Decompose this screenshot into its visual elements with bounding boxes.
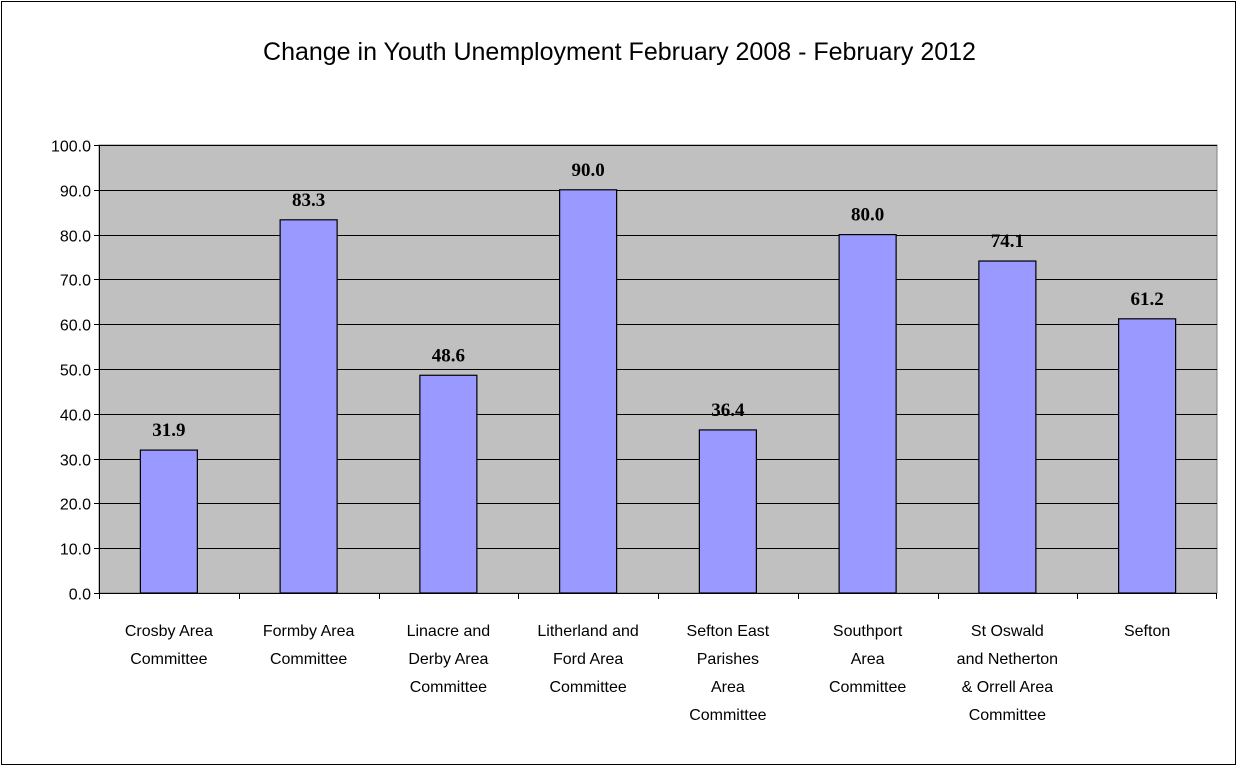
y-tick-label: 70.0	[60, 273, 91, 290]
x-tick-label: Crosby Area	[125, 623, 213, 640]
x-tick-label: Linacre and	[407, 623, 491, 640]
x-tick-label: Committee	[829, 679, 906, 696]
x-tick-label: Litherland and	[537, 623, 638, 640]
bar	[1118, 318, 1177, 594]
x-tick-label: Area	[851, 651, 885, 668]
x-tick-label: Formby Area	[263, 623, 355, 640]
bar	[419, 374, 478, 594]
x-tick-label: Southport	[833, 623, 903, 640]
bar	[838, 234, 897, 594]
y-tick-label: 50.0	[60, 363, 91, 380]
data-label: 83.3	[292, 190, 325, 211]
bar	[139, 449, 198, 594]
bar	[559, 189, 618, 594]
x-tick-label: and Netherton	[957, 651, 1058, 668]
x-tick-label: Committee	[130, 651, 207, 668]
chart-title: Change in Youth Unemployment February 20…	[263, 38, 976, 66]
x-tick-label: Committee	[689, 707, 766, 724]
y-tick-label: 40.0	[60, 408, 91, 425]
data-label: 48.6	[432, 345, 465, 366]
x-tick-label: Sefton East	[687, 623, 770, 640]
bar	[279, 219, 338, 594]
x-tick-label: St Oswald	[971, 623, 1044, 640]
x-tick-label: Area	[711, 679, 745, 696]
x-tick-label: Committee	[410, 679, 487, 696]
data-label: 74.1	[991, 231, 1024, 252]
y-tick-label: 90.0	[60, 184, 91, 201]
data-label: 80.0	[851, 205, 884, 226]
y-tick-label: 60.0	[60, 318, 91, 335]
y-tick-label: 10.0	[60, 542, 91, 559]
x-tick-label: Sefton	[1124, 623, 1170, 640]
x-tick-label: Derby Area	[408, 651, 488, 668]
bar	[978, 260, 1037, 594]
x-tick-label: Committee	[270, 651, 347, 668]
y-tick-label: 80.0	[60, 229, 91, 246]
x-tick-label: Parishes	[697, 651, 759, 668]
x-tick-label: Committee	[549, 679, 626, 696]
data-label: 36.4	[711, 400, 745, 421]
x-tick-label: Committee	[969, 707, 1046, 724]
y-tick-label: 0.0	[69, 587, 91, 604]
y-tick-label: 30.0	[60, 453, 91, 470]
data-label: 90.0	[572, 160, 605, 181]
bar	[698, 429, 757, 594]
data-label: 31.9	[152, 420, 185, 441]
data-label: 61.2	[1131, 289, 1164, 310]
x-tick-label: & Orrell Area	[962, 679, 1054, 696]
x-tick-label: Ford Area	[553, 651, 623, 668]
y-tick-label: 20.0	[60, 497, 91, 514]
y-tick-label: 100.0	[51, 139, 91, 156]
